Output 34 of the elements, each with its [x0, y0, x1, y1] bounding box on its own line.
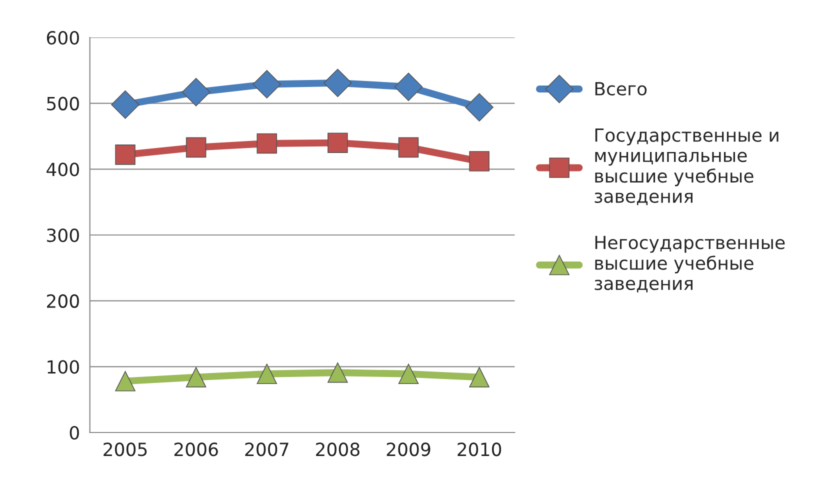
- point: [398, 137, 419, 158]
- point: [115, 144, 136, 165]
- point: [328, 132, 348, 153]
- x-tick-label: 2010: [458, 442, 502, 456]
- point: [469, 151, 490, 172]
- x-tick-label: 2008: [316, 442, 360, 456]
- legend-label: Государственные и муниципальные высшие учебные заведения: [594, 128, 778, 206]
- x-tick-label: 2006: [174, 442, 218, 456]
- y-tick-label: 500: [47, 96, 79, 110]
- x-tick-label: 2007: [245, 442, 288, 456]
- point: [182, 78, 210, 106]
- y-tick-label: 100: [48, 360, 79, 374]
- point: [256, 133, 278, 154]
- point: [324, 68, 352, 98]
- point: [398, 364, 419, 384]
- y-tick-label: 400: [46, 162, 79, 176]
- legend-label: Негосударственные высшие учебные заведения: [594, 236, 785, 292]
- legend-label: Всего: [595, 82, 647, 96]
- point: [111, 90, 140, 119]
- point: [115, 371, 136, 392]
- point: [469, 367, 490, 388]
- y-tick-label: 300: [47, 228, 79, 242]
- point: [186, 137, 206, 158]
- y-tick-label: 600: [46, 30, 79, 45]
- point: [394, 72, 423, 102]
- y-tick-label: 200: [47, 294, 79, 308]
- point: [252, 70, 282, 98]
- point: [465, 93, 494, 122]
- point: [256, 364, 278, 384]
- y-tick-label: 0: [70, 426, 79, 440]
- x-tick-label: 2005: [104, 442, 147, 456]
- point: [328, 362, 348, 383]
- point: [186, 367, 206, 388]
- x-tick-label: 2009: [386, 442, 430, 456]
